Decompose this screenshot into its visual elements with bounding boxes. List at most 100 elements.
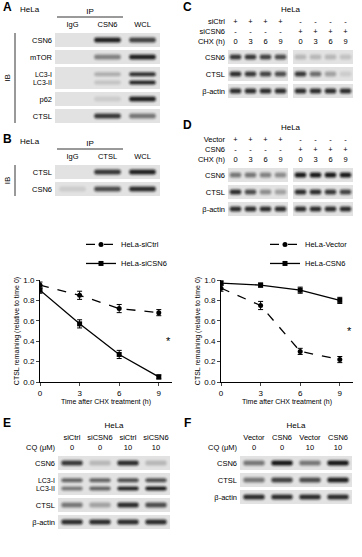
svg-text:9: 9 bbox=[278, 155, 282, 164]
svg-text:β-actin: β-actin bbox=[202, 87, 225, 96]
svg-text:*: * bbox=[166, 335, 171, 347]
svg-text:-: - bbox=[329, 135, 332, 144]
svg-text:10: 10 bbox=[124, 443, 132, 452]
svg-text:3: 3 bbox=[313, 155, 317, 164]
svg-text:0.6: 0.6 bbox=[23, 317, 35, 326]
svg-text:-: - bbox=[344, 135, 347, 144]
svg-text:p62: p62 bbox=[39, 95, 52, 104]
svg-text:F: F bbox=[184, 416, 191, 430]
svg-text:+: + bbox=[313, 27, 318, 36]
svg-text:LC3-I: LC3-I bbox=[38, 477, 55, 484]
svg-text:HeLa-Vector: HeLa-Vector bbox=[305, 240, 347, 249]
svg-text:0.8: 0.8 bbox=[204, 296, 216, 305]
svg-text:LC3-II: LC3-II bbox=[33, 79, 52, 86]
svg-text:+: + bbox=[233, 135, 238, 144]
svg-text:*: * bbox=[347, 325, 352, 337]
svg-text:-: - bbox=[249, 145, 252, 154]
svg-text:-: - bbox=[264, 27, 267, 36]
svg-text:+: + bbox=[328, 27, 333, 36]
svg-text:HeLa: HeLa bbox=[20, 5, 40, 14]
svg-text:1.0: 1.0 bbox=[23, 276, 35, 285]
svg-text:Vector: Vector bbox=[243, 433, 265, 442]
svg-text:LC3-I: LC3-I bbox=[35, 71, 52, 78]
svg-text:6: 6 bbox=[328, 37, 332, 46]
svg-text:10: 10 bbox=[152, 443, 160, 452]
svg-text:siCtrl: siCtrl bbox=[208, 17, 225, 26]
svg-text:+: + bbox=[278, 135, 283, 144]
svg-text:0: 0 bbox=[219, 389, 224, 398]
svg-text:-: - bbox=[314, 135, 317, 144]
svg-text:3: 3 bbox=[258, 389, 263, 398]
svg-text:6: 6 bbox=[328, 155, 332, 164]
svg-text:0: 0 bbox=[298, 37, 302, 46]
svg-text:CSN6: CSN6 bbox=[328, 433, 348, 442]
svg-text:0: 0 bbox=[70, 443, 74, 452]
svg-text:0.4: 0.4 bbox=[204, 337, 216, 346]
svg-text:siCSN6: siCSN6 bbox=[143, 433, 168, 442]
svg-text:9: 9 bbox=[343, 155, 347, 164]
svg-text:-: - bbox=[314, 17, 317, 26]
svg-text:3: 3 bbox=[248, 37, 252, 46]
svg-text:10: 10 bbox=[306, 443, 314, 452]
svg-text:IgG: IgG bbox=[66, 152, 78, 161]
svg-text:0: 0 bbox=[38, 389, 43, 398]
svg-text:10: 10 bbox=[334, 443, 342, 452]
svg-text:B: B bbox=[3, 132, 12, 146]
svg-text:+: + bbox=[298, 27, 303, 36]
svg-text:0: 0 bbox=[280, 443, 284, 452]
svg-text:Time after CHX treatment (h): Time after CHX treatment (h) bbox=[61, 398, 151, 406]
svg-text:siCtrl: siCtrl bbox=[119, 433, 136, 442]
svg-text:-: - bbox=[249, 27, 252, 36]
svg-text:0: 0 bbox=[298, 155, 302, 164]
svg-text:HeLa-siCSN6: HeLa-siCSN6 bbox=[121, 259, 167, 268]
svg-text:CTSL: CTSL bbox=[218, 476, 237, 485]
svg-text:9: 9 bbox=[157, 389, 162, 398]
svg-text:+: + bbox=[278, 17, 283, 26]
svg-text:6: 6 bbox=[117, 389, 122, 398]
svg-text:CTSL: CTSL bbox=[33, 168, 52, 177]
svg-text:0.8: 0.8 bbox=[23, 296, 35, 305]
svg-text:-: - bbox=[329, 17, 332, 26]
svg-text:+: + bbox=[313, 145, 318, 154]
svg-text:D: D bbox=[183, 118, 192, 132]
svg-text:0.2: 0.2 bbox=[204, 357, 216, 366]
svg-text:WCL: WCL bbox=[134, 152, 151, 161]
svg-text:6: 6 bbox=[263, 37, 267, 46]
svg-text:3: 3 bbox=[77, 389, 82, 398]
svg-text:β-actin: β-actin bbox=[202, 205, 225, 214]
svg-text:Time after CHX treatment (h): Time after CHX treatment (h) bbox=[242, 398, 332, 406]
svg-text:HeLa: HeLa bbox=[281, 5, 301, 14]
svg-text:-: - bbox=[234, 145, 237, 154]
svg-text:IP: IP bbox=[86, 7, 94, 16]
svg-text:IB: IB bbox=[3, 177, 12, 185]
svg-text:CSN6: CSN6 bbox=[205, 53, 225, 62]
svg-text:6: 6 bbox=[263, 155, 267, 164]
svg-text:E: E bbox=[3, 416, 11, 430]
svg-text:CSN6: CSN6 bbox=[32, 36, 52, 45]
svg-text:9: 9 bbox=[338, 389, 343, 398]
svg-text:9: 9 bbox=[343, 37, 347, 46]
svg-text:+: + bbox=[263, 135, 268, 144]
svg-text:0.4: 0.4 bbox=[23, 337, 35, 346]
svg-text:0.2: 0.2 bbox=[23, 357, 35, 366]
svg-text:-: - bbox=[299, 135, 302, 144]
svg-text:β-actin: β-actin bbox=[32, 518, 55, 527]
svg-text:0: 0 bbox=[98, 443, 102, 452]
svg-text:+: + bbox=[248, 17, 253, 26]
svg-text:HeLa-siCtrl: HeLa-siCtrl bbox=[121, 240, 159, 249]
svg-text:CSN6: CSN6 bbox=[272, 433, 292, 442]
svg-text:3: 3 bbox=[248, 155, 252, 164]
svg-text:siCSN6: siCSN6 bbox=[87, 433, 112, 442]
svg-text:CTSL: CTSL bbox=[98, 152, 117, 161]
svg-text:mTOR: mTOR bbox=[30, 53, 53, 62]
svg-text:0.6: 0.6 bbox=[204, 317, 216, 326]
svg-text:Vector: Vector bbox=[299, 433, 321, 442]
svg-text:LC3-II: LC3-II bbox=[36, 485, 55, 492]
svg-text:CQ (μM): CQ (μM) bbox=[208, 443, 237, 452]
svg-text:HeLa: HeLa bbox=[104, 421, 124, 430]
svg-text:0.0: 0.0 bbox=[23, 378, 35, 387]
svg-text:CTSL: CTSL bbox=[33, 112, 52, 121]
svg-text:-: - bbox=[279, 27, 282, 36]
svg-text:CTSL remaining (relative to ti: CTSL remaining (relative to time 0) bbox=[13, 277, 21, 385]
svg-text:0: 0 bbox=[233, 155, 237, 164]
